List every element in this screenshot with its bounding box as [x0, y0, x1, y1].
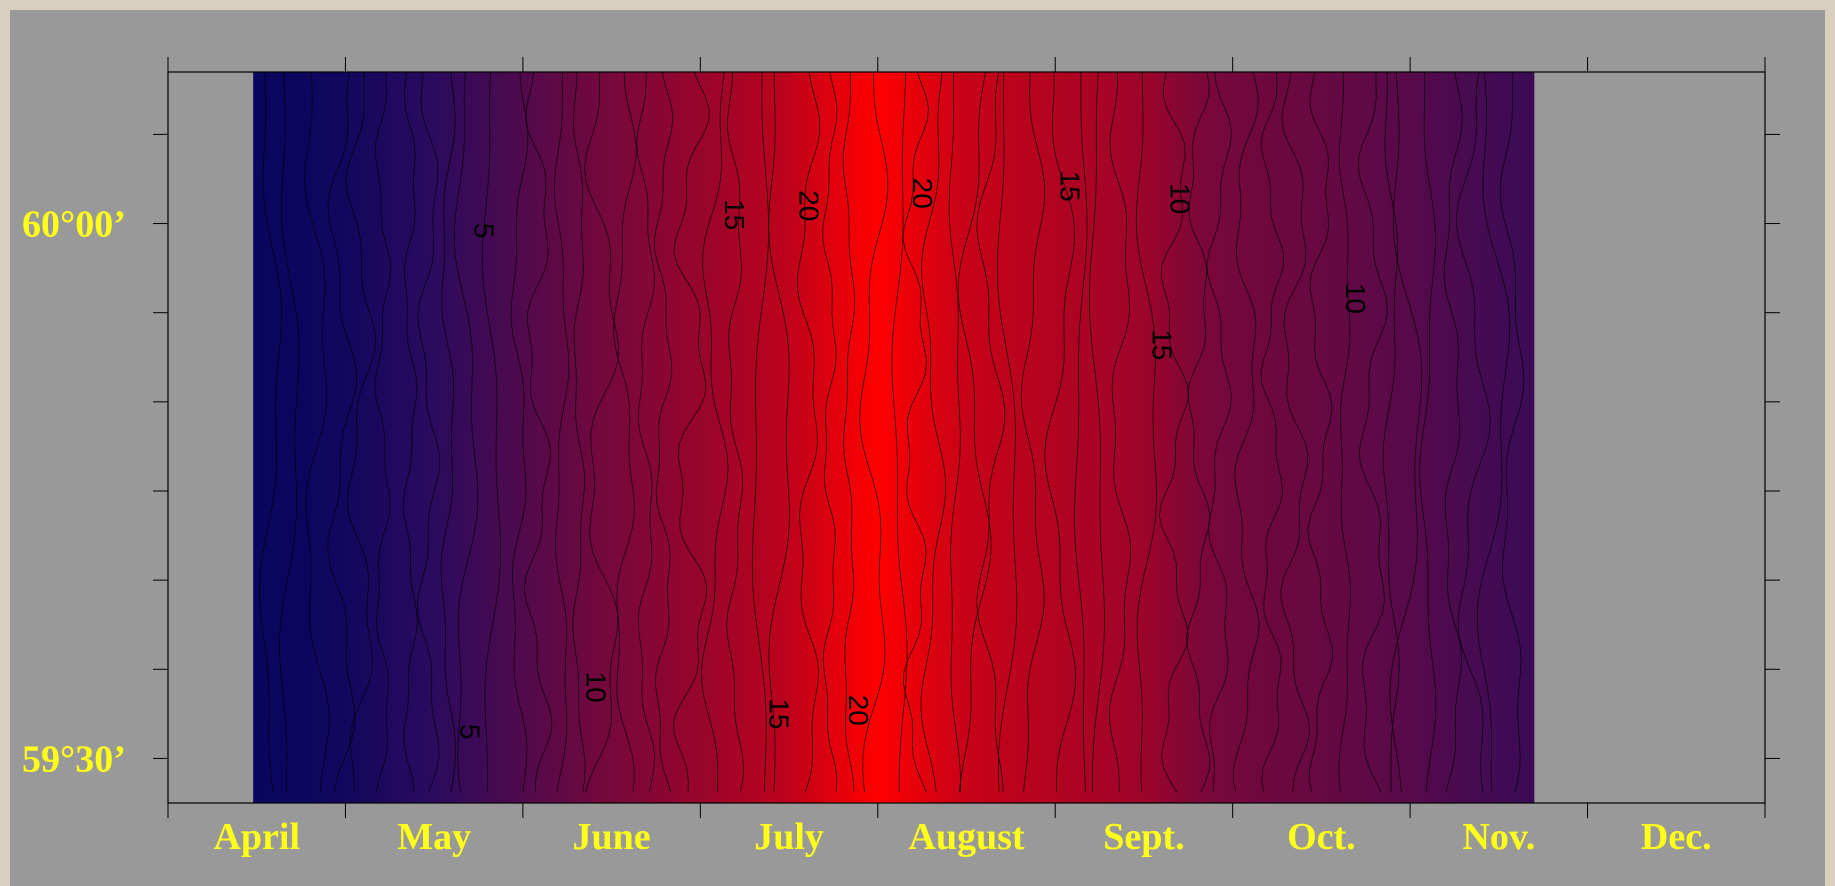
- contour-label: 15: [719, 199, 750, 230]
- contour-label: 10: [1340, 283, 1371, 314]
- contour-line: [726, 71, 745, 793]
- x-axis-labels: April May June July August Sept. Oct. Nov. Dec.: [213, 816, 1711, 858]
- contour-line: [1455, 71, 1491, 793]
- y-tick-label: 59°30’: [22, 738, 126, 780]
- contour-line: [1307, 71, 1333, 793]
- x-tick-label: June: [573, 816, 651, 858]
- contour-line: [613, 71, 637, 793]
- x-tick-label: Dec.: [1641, 816, 1712, 858]
- contour-line: [279, 71, 300, 793]
- contour-line: [976, 71, 1006, 793]
- contour-line: [1260, 71, 1285, 793]
- contour-label: 5: [469, 223, 500, 239]
- contour-line: [1074, 72, 1088, 793]
- contour-line: [510, 71, 529, 793]
- contour-line: [440, 71, 457, 793]
- contour-line: [902, 71, 929, 793]
- contour-line: [751, 71, 770, 793]
- contour-line: [1088, 71, 1105, 793]
- x-axis-ticks: [167, 57, 1766, 818]
- contour-line: [523, 71, 553, 793]
- x-tick-label: August: [908, 816, 1024, 858]
- contour-line: [673, 71, 710, 793]
- contour-line: [553, 71, 570, 793]
- contour-line: [572, 71, 586, 793]
- contour-line: [1476, 71, 1511, 793]
- y-tick-label: 60°00’: [22, 204, 126, 246]
- contour-line: [374, 71, 391, 793]
- contour-line: [1108, 71, 1132, 792]
- contour-line: [1044, 71, 1077, 793]
- contour-chart: 5 15 20 20 15 10 10 15 10 5 15 20 April May June July A…: [10, 10, 1825, 886]
- contour-line: [1419, 71, 1437, 793]
- contour-line: [653, 71, 674, 793]
- contour-label: 15: [1054, 171, 1085, 202]
- contour-line: [453, 71, 479, 793]
- contour-label: 20: [907, 178, 938, 209]
- contour-line: [1206, 71, 1232, 793]
- contour-line: [796, 71, 821, 793]
- contour-line: [1020, 71, 1046, 793]
- contour-line: [1357, 71, 1388, 793]
- contour-line: [891, 71, 908, 792]
- contour-line: [327, 71, 358, 793]
- contour-labels: 5 15 20 20 15 10 10 15 10 5 15 20: [454, 171, 1370, 740]
- contour-line: [584, 71, 620, 793]
- contour-line: [920, 71, 947, 793]
- plot-frame: [167, 71, 1766, 804]
- contour-line: [402, 71, 418, 793]
- contour-line: [417, 71, 441, 793]
- contour-label: 5: [454, 724, 485, 740]
- y-axis-labels: 60°00’ 59°30’: [22, 204, 126, 781]
- contour-line: [948, 71, 961, 792]
- x-tick-label: May: [397, 816, 471, 858]
- contour-label: 20: [843, 695, 874, 726]
- contour-line: [1382, 71, 1400, 793]
- x-tick-label: Nov.: [1462, 816, 1535, 858]
- contour-line: [822, 71, 838, 793]
- contour-label: 10: [580, 672, 611, 703]
- contour-line: [345, 71, 376, 793]
- x-tick-label: April: [213, 816, 300, 858]
- x-tick-label: Sept.: [1103, 816, 1184, 858]
- contour-line: [859, 71, 889, 793]
- temperature-field: [253, 72, 1535, 803]
- contour-label: 15: [763, 698, 794, 729]
- contour-line: [1186, 71, 1211, 793]
- contour-line: [304, 71, 330, 793]
- contour-lines: [258, 71, 1525, 793]
- contour-line: [258, 71, 283, 793]
- contour-label: 10: [1164, 183, 1195, 214]
- contour-line: [768, 72, 790, 793]
- contour-line: [1389, 71, 1423, 793]
- contour-label: 15: [1147, 329, 1178, 360]
- x-tick-label: Oct.: [1287, 816, 1356, 858]
- contour-line: [481, 71, 502, 793]
- x-tick-label: July: [754, 816, 824, 858]
- contour-line: [636, 71, 656, 793]
- contour-line: [1158, 71, 1190, 793]
- contour-line: [1338, 71, 1351, 793]
- contour-line: [1280, 71, 1311, 793]
- contour-line: [1232, 71, 1260, 793]
- contour-label: 20: [793, 190, 824, 221]
- contour-line: [1135, 72, 1158, 793]
- contour-line: [1443, 71, 1463, 793]
- contour-line: [996, 71, 1018, 793]
- y-axis-ticks: [153, 133, 1780, 759]
- contour-line: [701, 71, 729, 793]
- contour-line: [957, 71, 992, 793]
- contour-line: [842, 72, 856, 793]
- contour-line: [1499, 71, 1525, 793]
